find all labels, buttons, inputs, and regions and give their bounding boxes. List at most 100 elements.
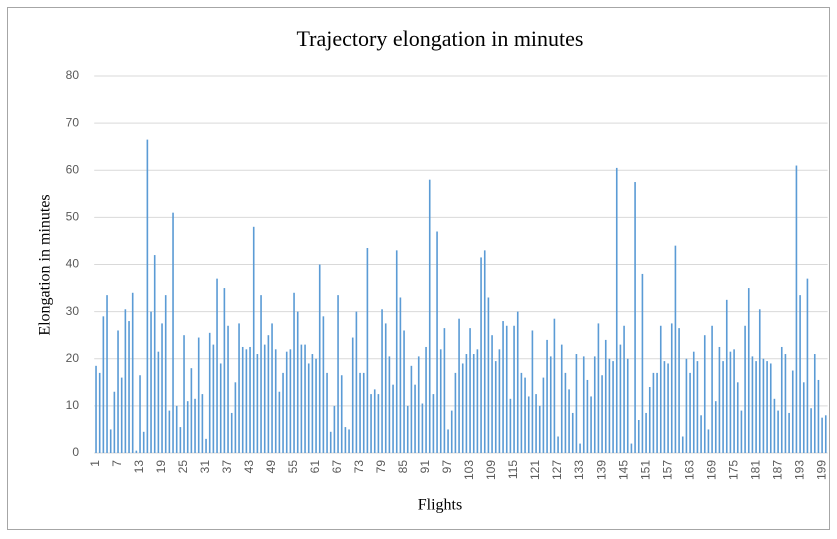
bar	[300, 344, 303, 453]
bar	[410, 365, 413, 453]
x-tick-label: 91	[418, 460, 432, 474]
bar	[318, 264, 321, 453]
bar	[802, 382, 805, 453]
bar	[491, 335, 493, 453]
bar	[256, 354, 259, 453]
bar	[205, 438, 207, 453]
x-tick-label: 19	[154, 460, 168, 474]
bar	[296, 311, 299, 453]
bar	[311, 354, 314, 453]
bar	[472, 354, 475, 453]
bar	[278, 391, 281, 453]
bar	[568, 389, 570, 453]
bar	[505, 325, 508, 453]
y-tick-label: 10	[66, 398, 80, 412]
bar	[729, 351, 732, 453]
bar	[249, 346, 251, 453]
bar	[326, 372, 328, 453]
bar	[304, 344, 306, 453]
bar	[340, 375, 343, 453]
bar	[476, 349, 479, 453]
bar	[377, 394, 380, 453]
x-axis-title: Flights	[418, 497, 462, 514]
bar	[175, 405, 178, 453]
bar	[769, 363, 772, 453]
bar	[689, 372, 691, 453]
bar	[333, 405, 336, 453]
bar	[747, 288, 750, 453]
bar	[212, 344, 215, 453]
x-tick-label: 169	[704, 460, 718, 480]
bar	[285, 351, 288, 453]
y-tick-label: 0	[72, 445, 79, 459]
bar	[414, 384, 416, 453]
bar	[417, 356, 420, 453]
bar	[527, 396, 530, 453]
bar	[549, 356, 552, 453]
bar	[542, 377, 545, 453]
bar	[667, 363, 669, 453]
bar	[513, 325, 515, 453]
bar	[395, 250, 398, 453]
bar	[106, 295, 108, 453]
bar	[102, 316, 105, 453]
bar	[648, 387, 651, 453]
bar	[384, 323, 387, 453]
bar	[399, 297, 402, 453]
bar	[656, 372, 658, 453]
bar	[509, 398, 512, 453]
bar	[98, 372, 101, 453]
y-axis-title: Elongation in minutes	[37, 194, 54, 335]
bar	[425, 346, 427, 453]
bar	[586, 379, 589, 453]
bar	[351, 337, 354, 453]
bar	[520, 372, 523, 453]
bar	[307, 363, 310, 453]
x-tick-label: 121	[528, 460, 542, 480]
bar	[718, 346, 721, 453]
bar	[725, 299, 728, 453]
bar	[194, 398, 196, 453]
bar	[223, 288, 226, 453]
bar	[168, 410, 171, 453]
x-tick-label: 109	[484, 460, 498, 480]
bar	[131, 292, 134, 453]
x-tick-label: 13	[132, 460, 146, 474]
bar	[744, 325, 746, 453]
bar	[791, 370, 794, 453]
bar	[601, 375, 603, 453]
bar	[670, 323, 673, 453]
bar	[546, 339, 548, 453]
x-tick-label: 133	[572, 460, 586, 480]
bar	[707, 429, 710, 453]
bar	[124, 309, 127, 453]
bar	[186, 401, 189, 453]
bar	[315, 358, 317, 453]
x-tick-label: 25	[176, 460, 190, 474]
bar	[219, 363, 222, 453]
bar	[531, 330, 534, 453]
bar	[447, 429, 449, 453]
bar	[784, 354, 787, 453]
bar	[95, 365, 97, 453]
bar	[117, 330, 119, 453]
bar	[443, 328, 446, 453]
bar	[322, 316, 325, 453]
x-tick-label: 37	[220, 460, 234, 474]
bar	[608, 358, 611, 453]
bar	[813, 354, 816, 453]
bar	[795, 165, 798, 453]
bar	[483, 250, 486, 453]
bar	[436, 231, 438, 453]
bar	[267, 335, 270, 453]
y-tick-label: 20	[66, 351, 80, 365]
bar	[740, 410, 743, 453]
y-tick-label: 70	[66, 115, 80, 129]
x-tick-label: 31	[198, 460, 212, 474]
x-tick-label: 55	[286, 460, 300, 474]
x-tick-label: 103	[462, 460, 476, 480]
bar	[659, 325, 662, 453]
bar	[758, 309, 761, 453]
bar	[700, 415, 702, 453]
